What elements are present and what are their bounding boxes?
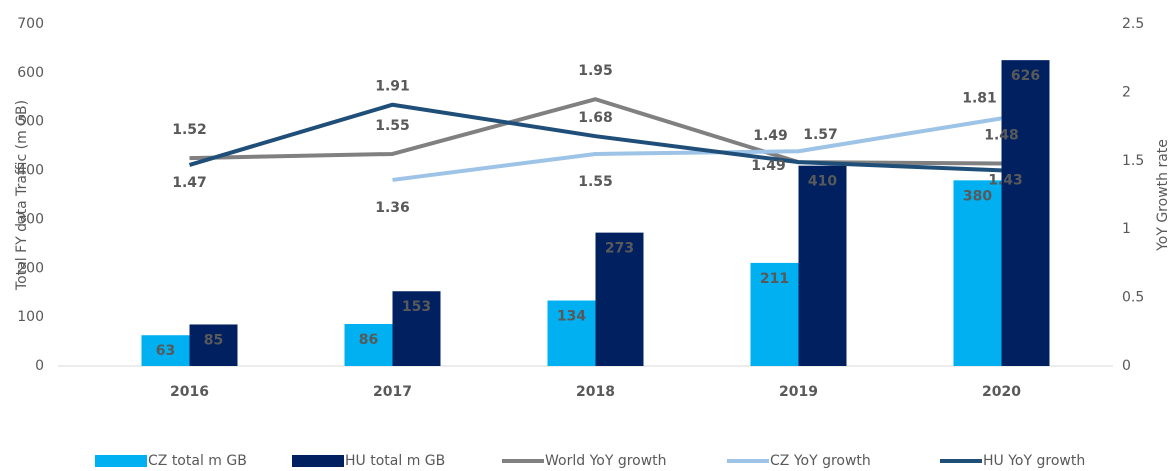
data-label: 1.49	[751, 158, 786, 174]
y2-tick-label: 2	[1122, 84, 1131, 100]
legend-swatch	[292, 455, 344, 467]
data-label: 1.57	[803, 127, 838, 143]
data-label: 1.55	[578, 174, 613, 190]
y2-tick-label: 2.5	[1122, 16, 1144, 32]
bar	[141, 335, 190, 366]
y-tick-label: 700	[17, 16, 44, 32]
y-tick-label: 500	[17, 114, 44, 130]
line	[189, 97, 1002, 166]
data-label: 273	[605, 241, 634, 257]
data-label: 410	[808, 174, 837, 190]
data-label: 86	[359, 332, 378, 348]
data-label: 1.43	[988, 172, 1023, 188]
bar	[392, 291, 441, 366]
x-tick-label: 2016	[170, 384, 209, 400]
data-label: 153	[402, 299, 431, 315]
y-tick-label: 100	[17, 309, 44, 325]
x-tick-label: 2020	[982, 384, 1021, 400]
bar	[547, 300, 596, 366]
bar	[344, 323, 393, 366]
y2-tick-label: 0	[1122, 358, 1131, 374]
legend-label: CZ YoY growth	[770, 453, 871, 469]
legend-label: HU YoY growth	[983, 453, 1085, 469]
legend-label: CZ total m GB	[148, 453, 247, 469]
y2-tick-label: 1	[1122, 221, 1131, 237]
bar	[750, 262, 799, 366]
x-tick-label: 2018	[576, 384, 615, 400]
bar	[189, 324, 238, 366]
bar	[953, 180, 1002, 366]
x-tick-label: 2019	[779, 384, 818, 400]
data-label: 380	[963, 188, 992, 204]
bar	[595, 232, 644, 366]
y-tick-label: 300	[17, 211, 44, 227]
legend-swatch	[95, 455, 147, 467]
y-tick-label: 600	[17, 65, 44, 81]
line	[188, 102, 1002, 173]
legend-label: World YoY growth	[545, 453, 667, 469]
y-tick-label: 200	[17, 260, 44, 276]
legend-label: HU total m GB	[345, 453, 445, 469]
y-tick-label: 400	[17, 163, 44, 179]
data-label: 1.95	[578, 63, 613, 79]
data-label: 1.49	[753, 128, 788, 144]
y-axis-title: Total FY data Traffic (m GB)	[14, 100, 30, 291]
y-tick-label: 0	[35, 358, 44, 374]
data-label: 85	[204, 332, 223, 348]
data-label: 134	[557, 309, 586, 325]
data-label: 1.55	[375, 118, 410, 134]
data-label: 1.48	[984, 128, 1019, 144]
y2-tick-label: 1.5	[1122, 153, 1144, 169]
line	[392, 116, 1002, 182]
bar	[798, 165, 847, 366]
data-label: 211	[760, 271, 789, 287]
data-label: 1.91	[375, 79, 410, 95]
y2-axis-title: YoY Growth rate	[1155, 139, 1171, 252]
data-label: 626	[1011, 68, 1040, 84]
data-label: 63	[156, 343, 175, 359]
x-tick-label: 2017	[373, 384, 412, 400]
data-label: 1.52	[172, 122, 207, 138]
data-label: 1.81	[962, 90, 997, 106]
y2-tick-label: 0.5	[1122, 290, 1144, 306]
bar	[1001, 60, 1050, 366]
data-label: 1.36	[375, 200, 410, 216]
data-label: 1.68	[578, 110, 613, 126]
data-label: 1.47	[172, 175, 207, 191]
